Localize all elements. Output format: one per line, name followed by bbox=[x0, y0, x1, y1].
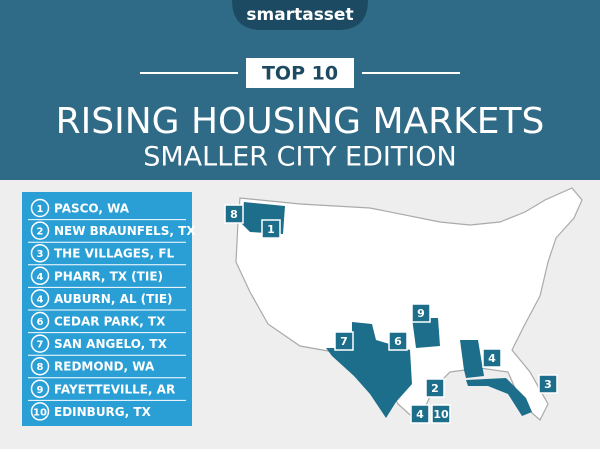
rank-circle bbox=[30, 198, 50, 218]
marker-label: 2 bbox=[431, 382, 439, 395]
marker-label: 4 bbox=[416, 408, 424, 421]
rank-circle bbox=[30, 289, 50, 308]
rank: 6 bbox=[37, 317, 44, 328]
rank-circle bbox=[30, 266, 50, 286]
city: THE VILLAGES, FL bbox=[54, 247, 175, 261]
marker-label: 6 bbox=[394, 335, 402, 348]
marker-box bbox=[482, 348, 502, 368]
rank-circle bbox=[30, 356, 50, 376]
brand: smartasset bbox=[246, 5, 353, 25]
city: SAN ANGELO, TX bbox=[54, 337, 168, 351]
rank: 10 bbox=[33, 407, 47, 418]
marker-box bbox=[538, 374, 558, 394]
rank: 9 bbox=[37, 385, 44, 396]
marker-label: 3 bbox=[544, 378, 552, 391]
marker-label: 4 bbox=[488, 352, 496, 365]
marker-box bbox=[224, 204, 244, 224]
city: CEDAR PARK, TX bbox=[54, 315, 166, 329]
city: FAYETTEVILLE, AR bbox=[54, 382, 175, 396]
state-fl bbox=[466, 378, 532, 416]
brand-pill bbox=[232, 0, 368, 30]
city: NEW BRAUNFELS, TX bbox=[54, 224, 196, 238]
badge: TOP 10 bbox=[262, 63, 338, 85]
city: AUBURN, AL (TIE) bbox=[54, 292, 173, 306]
rank: 4 bbox=[37, 272, 44, 283]
marker-label: 1 bbox=[267, 223, 275, 236]
marker-label: 8 bbox=[230, 208, 238, 221]
marker-box bbox=[388, 331, 408, 351]
list-box bbox=[22, 192, 192, 426]
marker-label: 10 bbox=[433, 408, 449, 421]
marker-label: 9 bbox=[417, 307, 425, 320]
rank: 8 bbox=[37, 362, 44, 373]
rank-circle bbox=[30, 402, 50, 421]
badge-box bbox=[246, 58, 354, 88]
rank: 4 bbox=[37, 294, 44, 305]
rank: 1 bbox=[37, 204, 44, 215]
subtitle: SMALLER CITY EDITION bbox=[143, 142, 457, 173]
city: EDINBURG, TX bbox=[54, 405, 152, 419]
marker-label: 7 bbox=[340, 335, 348, 348]
rank: 2 bbox=[37, 227, 44, 238]
rank-circle bbox=[30, 379, 50, 399]
rank: 7 bbox=[37, 340, 44, 351]
marker-box bbox=[431, 404, 451, 424]
marker-box bbox=[411, 303, 431, 323]
city: PHARR, TX (TIE) bbox=[54, 269, 163, 283]
marker-box bbox=[261, 219, 281, 239]
city: REDMOND, WA bbox=[54, 360, 155, 374]
rank-circle bbox=[30, 221, 50, 240]
state-al bbox=[460, 340, 484, 378]
marker-box bbox=[425, 378, 445, 398]
rank-circle bbox=[30, 311, 50, 331]
rank-circle bbox=[30, 243, 50, 263]
city: PASCO, WA bbox=[54, 202, 130, 216]
state-ar bbox=[412, 318, 440, 348]
rank-circle bbox=[30, 334, 50, 353]
marker-box bbox=[410, 404, 430, 424]
list: 1 PASCO, WA 2 NEW BRAUNFELS, TX 3 THE VILLAGE… bbox=[28, 198, 196, 421]
rank: 3 bbox=[37, 249, 44, 260]
title: RISING HOUSING MARKETS bbox=[56, 101, 545, 142]
marker-box bbox=[334, 331, 354, 351]
